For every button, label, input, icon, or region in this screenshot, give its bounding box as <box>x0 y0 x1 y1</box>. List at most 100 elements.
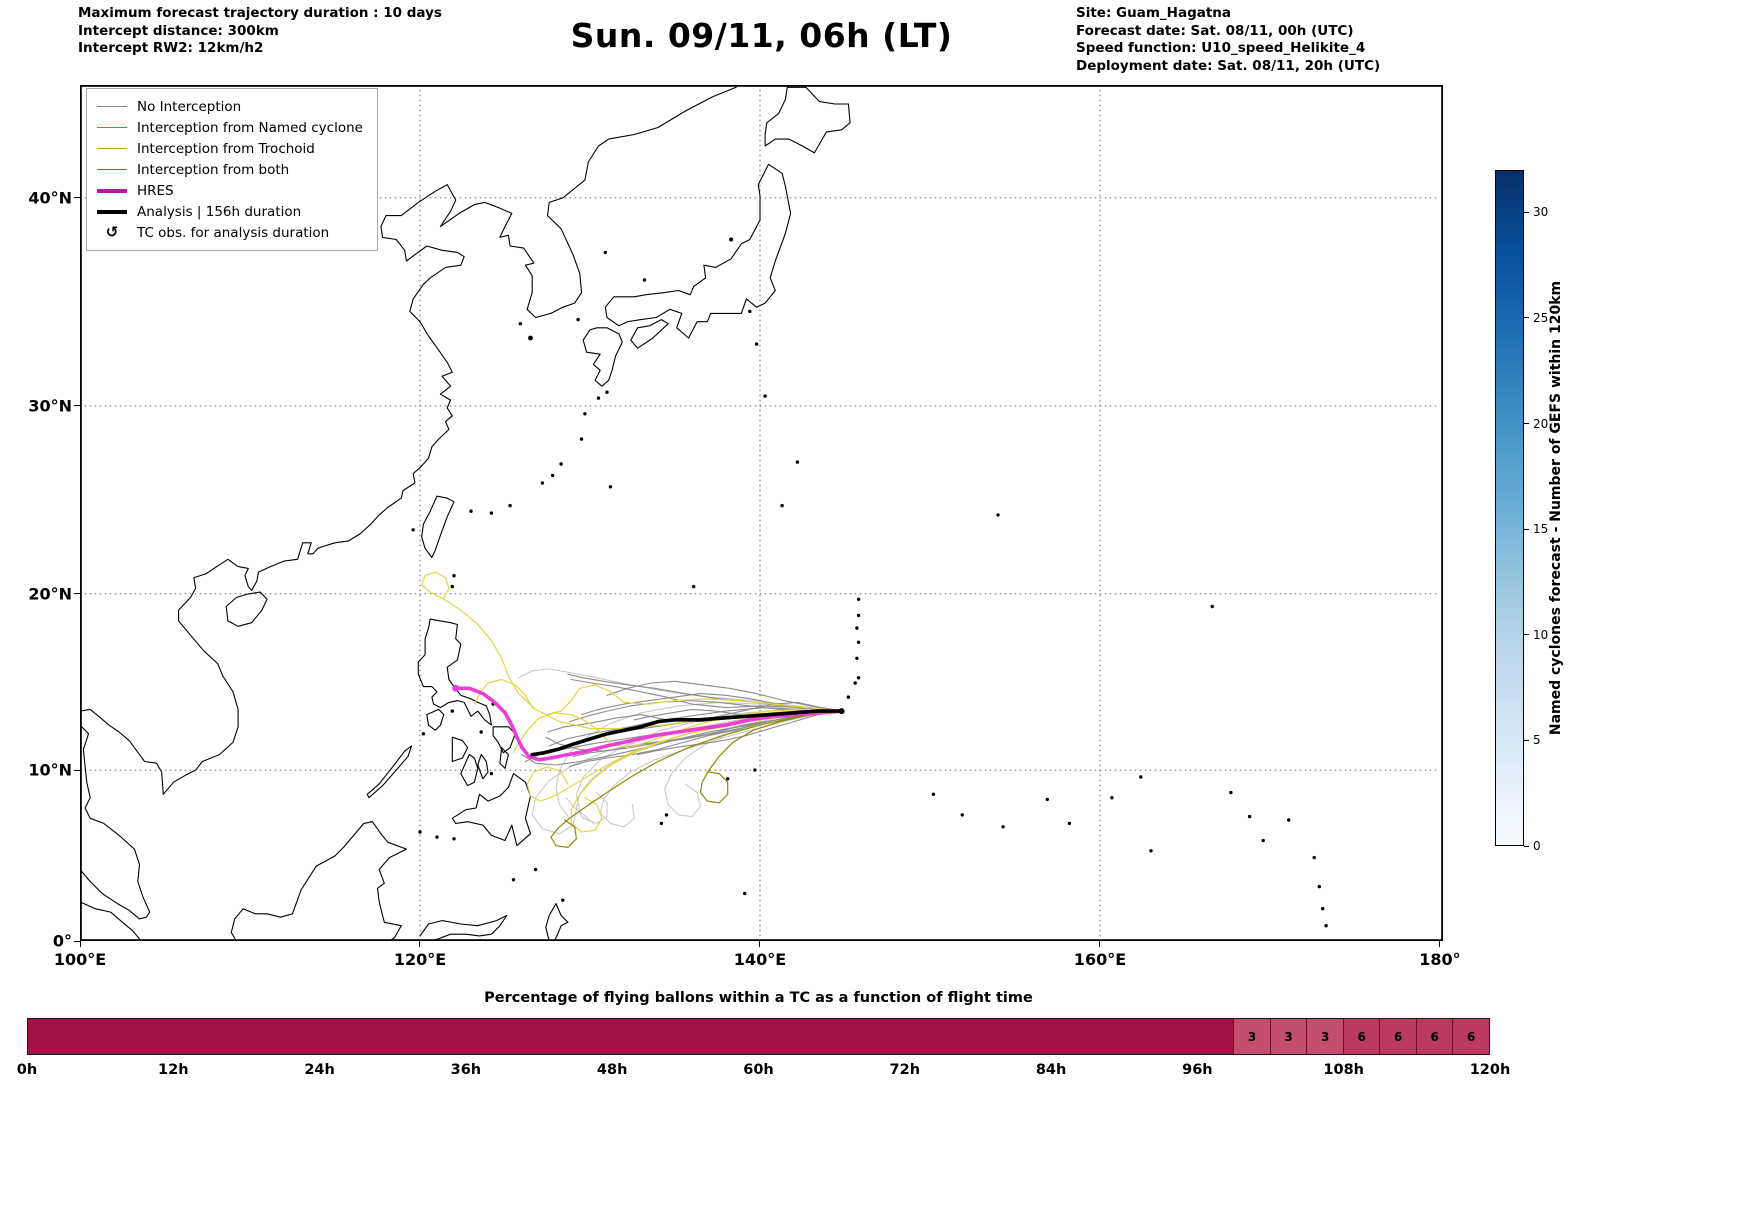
island-dot <box>518 322 522 326</box>
trajectory-no-interception-light <box>599 710 843 828</box>
legend-item-label: TC obs. for analysis duration <box>137 224 330 241</box>
legend-item: ↺ TC obs. for analysis duration <box>97 222 363 243</box>
map-plot <box>80 85 1443 941</box>
island-dot <box>996 513 1000 517</box>
bar-segment-labeled: 3 <box>1233 1019 1270 1054</box>
hour-tick-label: 60h <box>743 1062 774 1078</box>
y-tick-mark <box>74 593 80 595</box>
island-dot <box>469 509 473 513</box>
coastline <box>451 773 532 847</box>
bar-segment-labeled: 6 <box>1342 1019 1380 1054</box>
island-dot <box>1317 884 1322 889</box>
colorbar-tick-label: 20 <box>1533 416 1549 431</box>
island-dot <box>1247 814 1252 819</box>
island-dot <box>1045 797 1049 802</box>
island-dot <box>729 237 734 242</box>
coastline <box>80 901 142 941</box>
colorbar-tick-label: 5 <box>1533 733 1541 748</box>
island-dot <box>1139 775 1143 779</box>
trajectory-no-interception <box>606 680 843 712</box>
island-dot <box>559 462 563 466</box>
bar-segment <box>28 1019 1234 1054</box>
x-tick-label: 100°E <box>53 950 107 969</box>
island-dot <box>754 342 759 346</box>
y-tick-label: 10°N <box>28 760 72 780</box>
coastline <box>230 821 407 941</box>
coastline <box>630 319 669 349</box>
hour-tick-label: 120h <box>1469 1062 1511 1078</box>
legend-item: Interception from both <box>97 159 363 180</box>
island-dot <box>1324 924 1328 928</box>
trajectory-no-interception <box>521 710 843 766</box>
plot-border <box>80 85 1443 941</box>
legend-line-swatch <box>97 169 127 170</box>
legend-item-label: HRES <box>137 182 174 199</box>
y-tick-mark <box>74 405 80 407</box>
island-dot <box>1261 838 1265 843</box>
island-dot <box>692 584 696 589</box>
island-dot <box>1149 849 1153 853</box>
colorbar-tick-mark <box>1524 528 1529 530</box>
bar-segment-labeled: 6 <box>1379 1019 1416 1054</box>
island-dot <box>1210 604 1214 609</box>
coastline <box>419 914 508 941</box>
x-tick-label: 120°E <box>393 950 447 969</box>
island-dot <box>856 640 861 644</box>
colorbar-tick-label: 0 <box>1533 839 1541 853</box>
x-tick-label: 140°E <box>733 950 787 969</box>
island-dot <box>550 473 555 478</box>
hour-tick-label: 36h <box>450 1062 482 1078</box>
legend-line-swatch <box>97 106 127 107</box>
hour-tick-label: 72h <box>889 1062 921 1078</box>
deployment-date-text: Deployment date: Sat. 08/11, 20h (UTC) <box>1076 57 1381 74</box>
colorbar-tick-mark <box>1524 211 1529 213</box>
island-dot <box>856 676 861 680</box>
island-dot <box>450 584 454 589</box>
island-dot <box>479 730 483 734</box>
trajectory-no-interception-light <box>531 710 843 835</box>
deployment-site-marker <box>838 708 845 715</box>
island-dot <box>743 891 747 896</box>
legend-item: No Interception <box>97 96 363 117</box>
legend-item: Interception from Trochoid <box>97 138 363 159</box>
legend-item-label: Interception from both <box>137 161 290 178</box>
island-dot <box>603 250 607 255</box>
trajectory-no-interception <box>637 710 843 756</box>
x-tick-mark <box>1099 941 1101 947</box>
island-dot <box>1229 790 1233 795</box>
island-dot <box>540 481 545 485</box>
y-tick-mark <box>74 769 80 771</box>
intercept-rw2-text: Intercept RW2: 12km/h2 <box>78 40 264 56</box>
page-title: Sun. 09/11, 06h (LT) <box>570 16 953 55</box>
island-dot <box>856 597 861 601</box>
island-dot <box>1321 907 1325 911</box>
colorbar-tick-label: 30 <box>1533 205 1549 220</box>
legend-item: Analysis | 156h duration <box>97 201 363 222</box>
hour-tick-label: 96h <box>1182 1062 1213 1078</box>
legend-item: HRES <box>97 180 363 201</box>
island-dot <box>726 777 730 781</box>
speed-function-text: Speed function: U10_speed_Helikite_4 <box>1076 40 1366 56</box>
site-text: Site: Guam_Hagatna <box>1076 5 1232 21</box>
forecast-date-text: Forecast date: Sat. 08/11, 00h (UTC) <box>1076 22 1354 39</box>
coastline <box>426 708 445 731</box>
colorbar-tick-label: 25 <box>1533 310 1549 325</box>
colorbar-tick-mark <box>1524 739 1529 741</box>
colorbar-tick-label: 10 <box>1533 627 1549 642</box>
y-tick-mark <box>74 197 80 199</box>
coastline <box>80 86 737 795</box>
coastline <box>499 747 509 769</box>
island-dot <box>418 830 422 834</box>
coastline <box>225 591 268 627</box>
bar-segment-labeled: 6 <box>1452 1019 1489 1054</box>
island-dot <box>1312 855 1316 860</box>
y-tick-label: 30°N <box>28 396 72 416</box>
island-dot <box>533 867 538 872</box>
hour-tick-label: 108h <box>1323 1062 1364 1078</box>
island-dot <box>452 574 456 578</box>
header-right: Site: Guam_Hagatna Forecast date: Sat. 0… <box>1076 5 1380 75</box>
island-dot <box>452 837 456 841</box>
colorbar-tick-mark <box>1524 423 1529 424</box>
island-dot <box>1001 825 1005 829</box>
hour-tick-label: 12h <box>158 1062 189 1078</box>
